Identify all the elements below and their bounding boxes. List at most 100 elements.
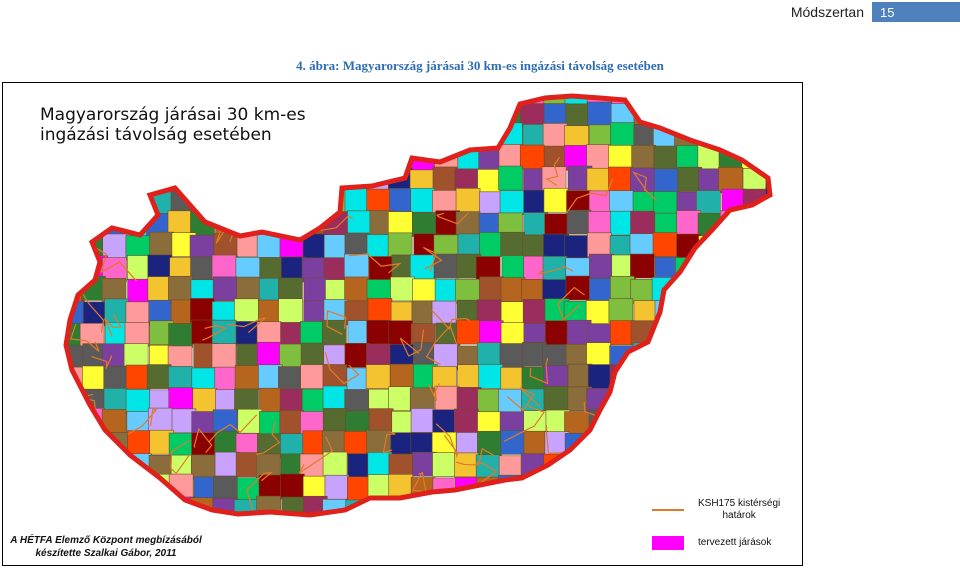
credit-line-1: A HÉTFA Elemző Központ megbízásából: [10, 535, 202, 546]
subregion-border: [716, 301, 745, 334]
subregion-border: [455, 447, 495, 466]
district-cell: [213, 188, 239, 214]
district-cell: [66, 255, 86, 281]
district-cell: [82, 166, 108, 191]
credit-line-2: készítette Szalkai Gábor, 2011: [35, 548, 177, 559]
district-cell: [655, 475, 680, 500]
district-cell: [478, 497, 503, 515]
district-cell: [477, 342, 502, 367]
district-cell: [101, 278, 127, 303]
district-cell: [630, 365, 656, 391]
district-cell: [674, 96, 700, 104]
district-cell: [214, 430, 239, 456]
district-cell: [123, 343, 149, 369]
district-cell: [523, 212, 549, 237]
district-cell: [610, 498, 636, 515]
district-cell: [281, 496, 307, 515]
district-cell: [168, 323, 193, 348]
district-cell: [278, 298, 303, 324]
subregion-border: [529, 357, 549, 385]
subregion-border: [86, 242, 138, 282]
district-cell: [433, 343, 459, 369]
district-cell: [652, 232, 678, 257]
district-cell: [477, 388, 502, 414]
legend-label-planned-districts: tervezett járások: [698, 537, 772, 548]
subregion-border: [71, 166, 88, 187]
district-cell: [347, 210, 372, 236]
district-cell: [168, 275, 193, 301]
district-cell: [369, 147, 395, 172]
district-cell: [432, 452, 457, 477]
district-cell: [102, 143, 128, 169]
district-cell: [521, 476, 547, 502]
district-cell: [300, 364, 325, 389]
district-cell: [103, 388, 129, 413]
subregion-border: [246, 471, 274, 511]
district-cell: [543, 233, 568, 259]
district-cell: [325, 122, 350, 147]
legend-label-subregion-borders: KSH175 kistérségi határok: [698, 498, 781, 521]
district-cell: [740, 123, 765, 148]
district-cell: [521, 496, 547, 515]
district-cell: [368, 101, 394, 126]
district-cell: [190, 256, 215, 282]
district-cell: [387, 232, 413, 258]
district-cell: [66, 473, 83, 499]
district-cell: [653, 100, 679, 125]
district-cell: [610, 320, 635, 345]
district-cell: [66, 145, 86, 171]
subregion-border: [202, 324, 227, 341]
district-cell: [564, 497, 589, 515]
district-cell: [366, 188, 391, 214]
district-cell: [79, 323, 105, 348]
district-cell: [586, 167, 612, 193]
district-cell: [321, 430, 347, 456]
district-cell: [545, 476, 570, 501]
district-cell: [303, 96, 329, 105]
district-cell: [542, 123, 568, 148]
subregion-border: [91, 355, 113, 369]
subregion-border: [506, 387, 540, 412]
map-title: Magyarország járásai 30 km-es ingázási t…: [40, 105, 306, 145]
district-cell: [677, 388, 702, 413]
district-cell: [609, 476, 635, 502]
district-cell: [279, 410, 305, 435]
district-cell: [234, 96, 259, 105]
district-cell: [675, 102, 701, 127]
district-cell: [542, 256, 568, 281]
district-cell: [344, 143, 369, 169]
figure-caption: 4. ábra: Magyarország járásai 30 km-es i…: [296, 58, 664, 73]
district-cell: [720, 123, 745, 148]
district-cell: [432, 166, 458, 192]
subregion-border: [227, 317, 266, 334]
district-cell: [740, 319, 766, 345]
district-cell: [147, 276, 173, 301]
district-cell: [521, 366, 547, 392]
district-cell: [543, 187, 569, 213]
district-cell: [630, 279, 656, 304]
district-cell: [501, 255, 527, 280]
district-cell: [764, 125, 770, 150]
district-cell: [740, 279, 766, 304]
district-cell: [762, 298, 770, 324]
district-cell: [434, 96, 459, 103]
district-cell: [719, 103, 745, 128]
district-cell: [277, 146, 303, 171]
district-cell: [66, 452, 84, 478]
district-cell: [544, 213, 570, 239]
district-cell: [324, 474, 350, 500]
district-cell: [190, 454, 216, 480]
district-cell: [410, 408, 436, 433]
district-cell: [127, 430, 152, 455]
district-cell: [610, 122, 635, 147]
page-number-badge: 15: [872, 2, 960, 22]
district-cell: [477, 169, 502, 194]
district-cell: [256, 495, 281, 515]
subregion-border: [193, 427, 213, 453]
district-cell: [432, 409, 457, 435]
district-cell: [718, 167, 743, 192]
subregion-border: [654, 433, 672, 454]
district-cell: [409, 254, 435, 280]
district-cell: [764, 367, 770, 393]
district-cell: [501, 96, 527, 104]
